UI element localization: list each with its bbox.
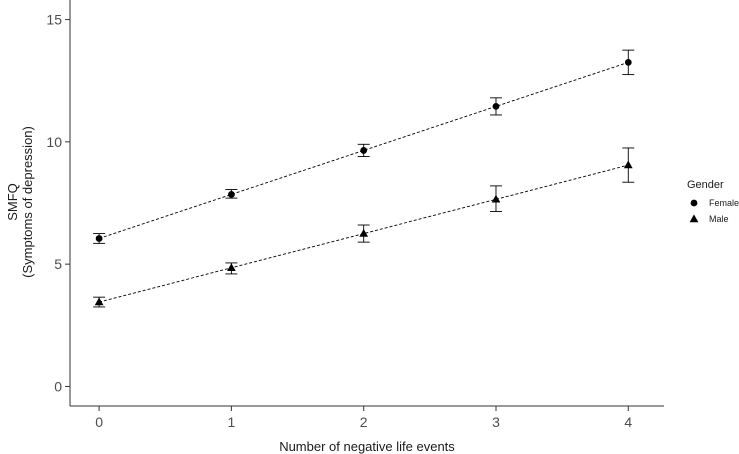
x-axis-title: Number of negative life events xyxy=(279,439,455,454)
x-tick-label-2: 2 xyxy=(360,414,368,430)
chart-axes: 0 1 2 3 4 0 5 10 15 Number of negative life event… xyxy=(5,0,664,454)
y-tick-label-0: 0 xyxy=(54,378,62,394)
data-point-female-3 xyxy=(492,102,500,110)
series-line-female xyxy=(98,61,629,239)
data-point-male-3 xyxy=(491,194,501,203)
data-point-male-1 xyxy=(227,263,236,272)
y-axis-title-line-0: SMFQ xyxy=(5,183,20,221)
data-point-female-4 xyxy=(624,58,632,66)
y-tick-label-3: 15 xyxy=(46,12,62,28)
data-point-male-2 xyxy=(359,228,369,237)
legend: Gender Female Male xyxy=(687,179,739,224)
chart-marks xyxy=(93,49,635,308)
y-axis-title: SMFQ(Symptoms of depression) xyxy=(5,126,35,278)
data-point-male-4 xyxy=(623,160,633,169)
data-point-male-0 xyxy=(94,297,104,306)
series-line-male xyxy=(98,164,629,303)
y-tick-label-1: 5 xyxy=(54,256,62,272)
data-point-female-0 xyxy=(95,235,103,242)
legend-label-female: Female xyxy=(709,198,739,208)
legend-label-male: Male xyxy=(709,214,729,224)
x-tick-label-4: 4 xyxy=(624,414,632,430)
legend-title: Gender xyxy=(687,179,724,191)
legend-key-male xyxy=(689,214,699,223)
y-axis-title-line-1: (Symptoms of depression) xyxy=(20,126,35,278)
data-point-female-2 xyxy=(360,147,368,154)
legend-key-female xyxy=(690,199,698,207)
data-point-female-1 xyxy=(227,191,235,198)
x-tick-label-1: 1 xyxy=(228,414,236,430)
y-tick-label-2: 10 xyxy=(46,134,62,150)
x-tick-label-0: 0 xyxy=(95,414,103,430)
x-tick-label-3: 3 xyxy=(492,414,500,430)
